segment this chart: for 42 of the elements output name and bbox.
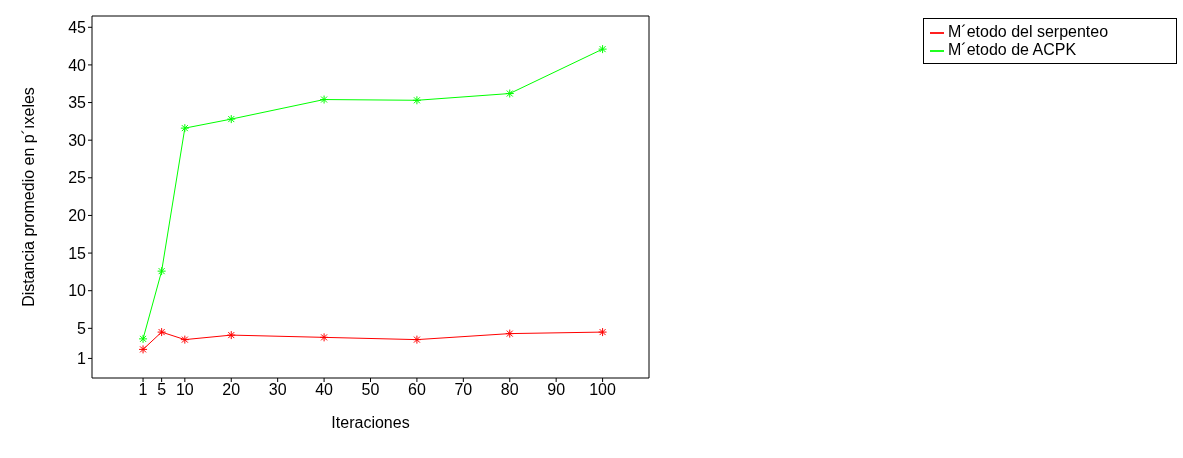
y-tick-label: 30 [68,131,87,149]
point [505,89,515,99]
x-tick-label: 1 [138,381,148,399]
point [138,344,148,354]
point [157,327,167,337]
point [180,123,190,133]
point [138,334,148,344]
y-tick-label: 20 [68,207,87,225]
x-tick-label: 5 [157,381,167,399]
point [319,95,329,105]
point [412,95,422,105]
legend-label: M´etodo del serpenteo [948,23,1109,40]
point [505,329,515,339]
point [180,335,190,345]
point [598,327,608,337]
x-tick-label: 20 [222,381,241,399]
y-tick-label: 15 [68,244,87,262]
x-tick-label: 80 [500,381,519,399]
point [319,332,329,342]
x-tick-label: 10 [175,381,194,399]
point [226,114,236,124]
y-axis-title: Distancia promedio en p´ıxeles [19,87,37,307]
y-tick-label: 25 [68,169,87,187]
x-tick-label: 50 [361,381,380,399]
x-tick-label: 70 [454,381,473,399]
y-tick-label: 5 [77,320,87,338]
point [157,266,167,276]
y-tick-label: 10 [68,282,87,300]
y-tick-label: 45 [68,18,87,36]
legend-label: M´etodo de ACPK [948,41,1077,58]
x-tick-label: 30 [268,381,287,399]
y-tick-label: 1 [77,350,87,368]
x-tick-label: 90 [547,381,566,399]
y-tick-label: 40 [68,56,87,74]
x-tick-label: 100 [589,381,617,399]
point [226,330,236,340]
x-tick-label: 60 [408,381,426,399]
point [412,335,422,345]
x-tick-label: 40 [315,381,334,399]
x-axis-title: Iteraciones [331,414,410,431]
point [598,44,608,54]
y-tick-label: 35 [68,94,87,112]
